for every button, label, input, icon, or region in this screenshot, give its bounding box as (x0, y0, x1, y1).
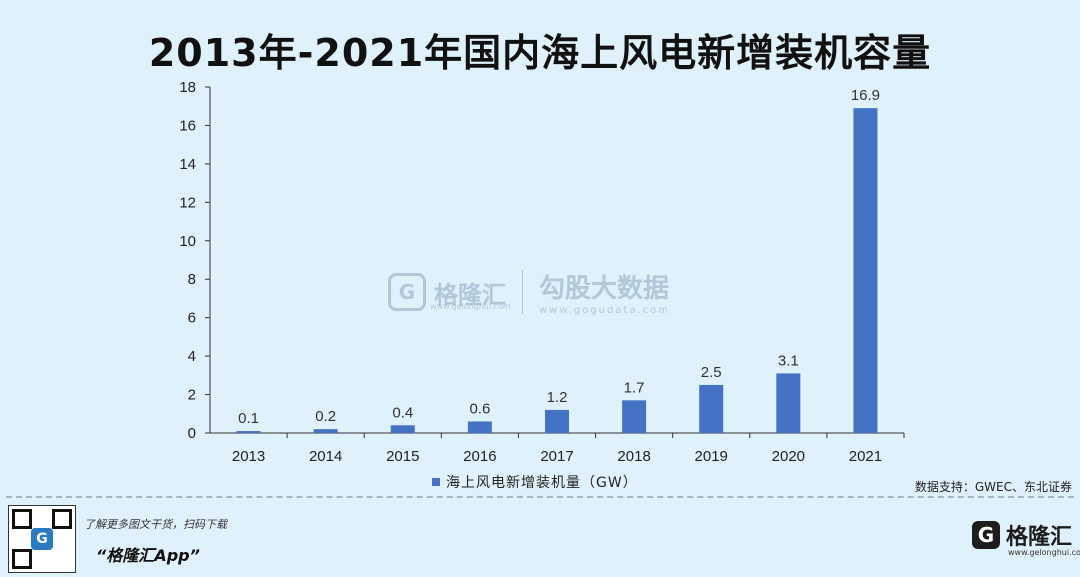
brand-logo-icon: G (972, 521, 1000, 549)
watermark-divider (522, 270, 523, 314)
chart-labels: 0.1 2013 0.2 2014 0.4 2015 0.6 2016 1.2 2017 1.7 20… (232, 87, 882, 465)
x-tick-label-2018: 2018 (617, 448, 650, 465)
footer-divider (6, 496, 1074, 498)
x-tick-label-2017: 2017 (540, 448, 573, 465)
data-label-2015: 0.4 (392, 404, 413, 421)
legend-swatch (432, 478, 440, 486)
y-tick-label: 2 (188, 387, 196, 404)
app-name: “格隆汇App” (96, 546, 200, 565)
qr-corner (52, 509, 72, 529)
y-tick-label: 0 (188, 425, 196, 442)
data-label-2018: 1.7 (624, 379, 645, 396)
chart-bars (236, 108, 878, 434)
bar-2020 (776, 373, 801, 433)
promo-text: 了解更多图文干货，扫码下载 (84, 518, 227, 531)
bar-2016 (467, 421, 492, 433)
watermark-logo-icon: G (388, 273, 426, 311)
data-label-2016: 0.6 (469, 400, 490, 417)
y-tick-label: 8 (188, 271, 196, 288)
y-tick-label: 14 (179, 156, 196, 173)
watermark-url: www.gogudata.com (539, 305, 671, 316)
qr-corner (12, 549, 32, 569)
y-tick-label: 4 (188, 348, 196, 365)
source-note: 数据支持：GWEC、东北证券 (914, 480, 1072, 494)
x-tick-label-2016: 2016 (463, 448, 496, 465)
data-label-2021: 16.9 (851, 87, 880, 104)
watermark-brand-url: www.gelonghui.com (430, 302, 511, 311)
bar-chart: 0 2 4 6 8 10 12 14 16 18 0.1 2013 0.2 2014 0.4 2015 0.6… (179, 79, 905, 465)
watermark: G 格隆汇 勾股大数据 www.gogudata.com (388, 268, 670, 316)
x-tick-label-2015: 2015 (386, 448, 419, 465)
watermark-brand: 格隆汇 (434, 280, 506, 309)
y-tick-label: 16 (179, 117, 196, 134)
x-tick-label-2014: 2014 (309, 448, 342, 465)
x-tick-label-2019: 2019 (695, 448, 728, 465)
chart-legend: 海上风电新增装机量（GW） (432, 472, 638, 492)
qr-corner (12, 509, 32, 529)
y-tick-label: 18 (179, 79, 196, 96)
y-tick-label: 10 (179, 233, 196, 250)
data-label-2014: 0.2 (315, 408, 336, 425)
bar-2019 (699, 384, 724, 433)
qr-logo-icon: G (31, 528, 53, 550)
y-tick-label: 6 (188, 310, 196, 327)
qr-code[interactable]: G (8, 505, 76, 573)
x-tick-label-2021: 2021 (849, 448, 882, 465)
brand-logo-text: 格隆汇 (1006, 525, 1073, 550)
brand-logo: G 格隆汇 (972, 520, 1072, 550)
bar-2013 (236, 431, 261, 433)
bar-2014 (313, 429, 338, 433)
data-label-2017: 1.2 (547, 389, 568, 406)
data-label-2020: 3.1 (778, 352, 799, 369)
legend-label: 海上风电新增装机量（GW） (446, 475, 638, 491)
x-tick-label-2013: 2013 (232, 448, 265, 465)
data-label-2013: 0.1 (238, 410, 259, 427)
data-label-2019: 2.5 (701, 364, 722, 381)
watermark-name: 勾股大数据 (539, 274, 670, 304)
y-tick-label: 12 (179, 194, 196, 211)
bar-2018 (622, 400, 647, 433)
bar-2015 (390, 425, 415, 433)
chart-title: 2013年-2021年国内海上风电新增装机容量 (148, 31, 932, 75)
bar-2017 (545, 409, 569, 433)
brand-logo-url: www.gelonghui.com (1008, 548, 1080, 557)
x-tick-label-2020: 2020 (772, 448, 805, 465)
bar-2021 (853, 108, 878, 434)
